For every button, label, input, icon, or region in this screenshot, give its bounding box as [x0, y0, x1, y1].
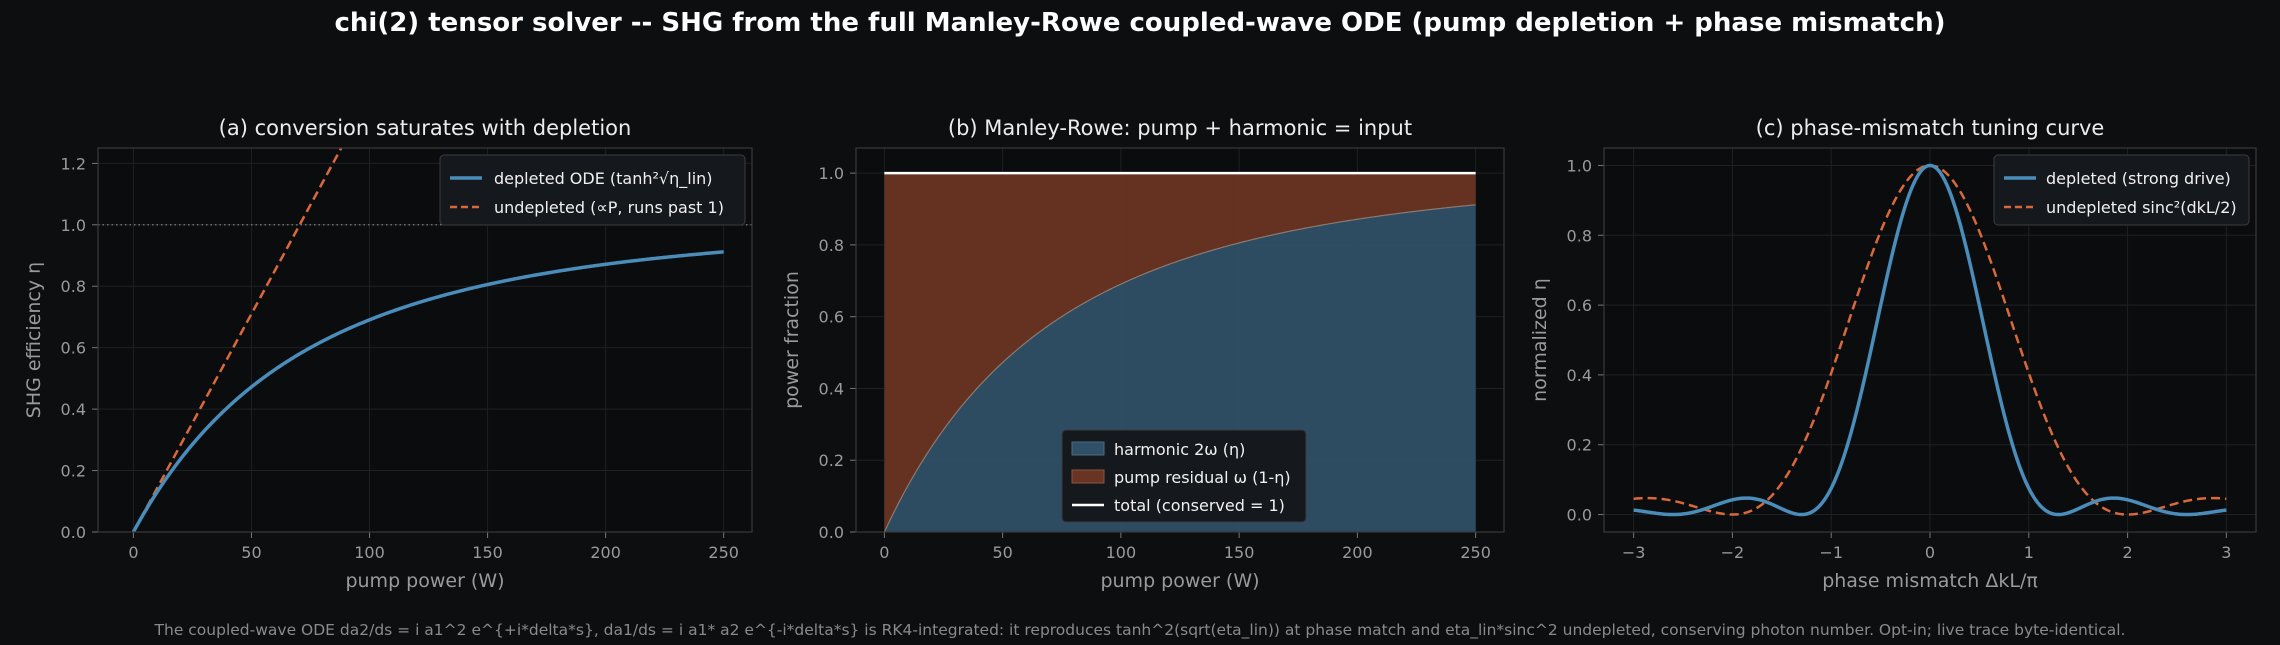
x-tick-label: 200 — [1342, 543, 1373, 562]
y-tick-label: 0.4 — [819, 379, 844, 398]
y-tick-label: 0.8 — [819, 236, 844, 255]
y-tick-label: 0.2 — [819, 451, 844, 470]
legend-swatch-harmonic — [1071, 441, 1105, 456]
subplot-title: (a) conversion saturates with depletion — [219, 116, 632, 140]
axes-frame — [1603, 147, 2257, 533]
legend-label-harmonic: harmonic 2ω (η) — [1114, 440, 1245, 459]
subplot-title: (c) phase-mismatch tuning curve — [1756, 116, 2105, 140]
x-tick-label: 50 — [241, 543, 261, 562]
x-axis-label: pump power (W) — [345, 570, 504, 592]
legend: depleted ODE (tanh²√η_lin) undepleted (∝P… — [439, 154, 746, 226]
subplot-a: 0 50 100 150 200 250 0.0 0.2 0.4 0.6 0.8 1.0 1.2 (a) … — [23, 116, 753, 592]
figure-footer: The coupled-wave ODE da2/ds = i a1^2 e^{… — [154, 621, 2126, 639]
y-tick-label: 0.8 — [1567, 226, 1592, 245]
axes-frame — [97, 147, 753, 533]
y-tick-label: 0.4 — [1567, 366, 1592, 385]
x-tick-label: 0 — [1925, 543, 1935, 562]
x-tick-label: −2 — [1721, 543, 1745, 562]
legend-label-total: total (conserved = 1) — [1114, 496, 1285, 515]
y-tick-label: 0.0 — [819, 523, 844, 542]
y-tick-label: 0.6 — [61, 339, 86, 358]
legend-swatch-pump — [1071, 469, 1105, 484]
x-axis-label: phase mismatch ΔkL/π — [1822, 570, 2038, 592]
x-tick-label: 250 — [1460, 543, 1491, 562]
x-tick-label: 1 — [2024, 543, 2034, 562]
x-tick-label: 100 — [354, 543, 385, 562]
legend-label-depleted: depleted ODE (tanh²√η_lin) — [494, 169, 713, 189]
x-tick-label: 2 — [2122, 543, 2132, 562]
subplot-title: (b) Manley-Rowe: pump + harmonic = input — [948, 116, 1412, 140]
y-axis-label: normalized η — [1529, 278, 1551, 402]
legend-label-undepleted: undepleted (∝P, runs past 1) — [494, 198, 724, 217]
area-pump-residual — [884, 173, 1476, 532]
legend-label-pump: pump residual ω (1-η) — [1114, 468, 1291, 487]
legend-label-undepleted: undepleted sinc²(dkL/2) — [2046, 198, 2237, 217]
area-boundary-line — [883, 204, 1476, 533]
y-tick-label: 1.0 — [1567, 156, 1592, 175]
subplot-b: 0 50 100 150 200 250 0.0 0.2 0.4 0.6 0.8 1.0 (b) Man… — [781, 116, 1505, 592]
y-tick-label: 1.2 — [61, 154, 86, 173]
x-tick-label: −3 — [1622, 543, 1646, 562]
y-tick-label: 0.6 — [1567, 296, 1592, 315]
y-tick-label: 0.2 — [61, 462, 86, 481]
y-tick-label: 0.6 — [819, 308, 844, 327]
x-tick-label: 0 — [879, 543, 889, 562]
x-tick-label: 0 — [128, 543, 138, 562]
figure-title: chi(2) tensor solver -- SHG from the ful… — [334, 8, 1946, 38]
series-depleted-line — [131, 250, 724, 532]
x-tick-label: 100 — [1106, 543, 1137, 562]
x-tick-label: 150 — [472, 543, 503, 562]
y-tick-label: 1.0 — [61, 216, 86, 235]
y-axis-label: power fraction — [781, 271, 803, 409]
axes-frame — [855, 147, 1505, 533]
y-tick-label: 0.0 — [1567, 506, 1592, 525]
x-tick-label: 200 — [590, 543, 621, 562]
legend-label-depleted: depleted (strong drive) — [2046, 169, 2231, 188]
subplot-c: −3 −2 −1 0 1 2 3 0.0 0.2 0.4 0.6 0.8 1.0 (c) phase-mi… — [1529, 116, 2257, 592]
y-axis-label: SHG efficiency η — [23, 262, 45, 418]
x-tick-label: 50 — [992, 543, 1012, 562]
x-tick-label: 250 — [708, 543, 739, 562]
y-tick-label: 0.8 — [61, 277, 86, 296]
y-tick-label: 1.0 — [819, 164, 844, 183]
y-tick-label: 0.0 — [61, 523, 86, 542]
legend: depleted (strong drive) undepleted sinc²(… — [1993, 154, 2250, 226]
x-tick-label: 150 — [1224, 543, 1255, 562]
x-tick-label: 3 — [2221, 543, 2231, 562]
legend-box — [439, 154, 746, 226]
area-harmonic — [884, 204, 1476, 533]
x-axis-label: pump power (W) — [1100, 570, 1259, 592]
legend: harmonic 2ω (η) pump residual ω (1-η) tota… — [1061, 429, 1307, 523]
y-tick-label: 0.2 — [1567, 436, 1592, 455]
y-tick-label: 0.4 — [61, 400, 86, 419]
x-tick-label: −1 — [1819, 543, 1843, 562]
series-depleted-line — [1633, 163, 2227, 517]
legend-box — [1061, 429, 1307, 523]
legend-box — [1993, 154, 2250, 226]
